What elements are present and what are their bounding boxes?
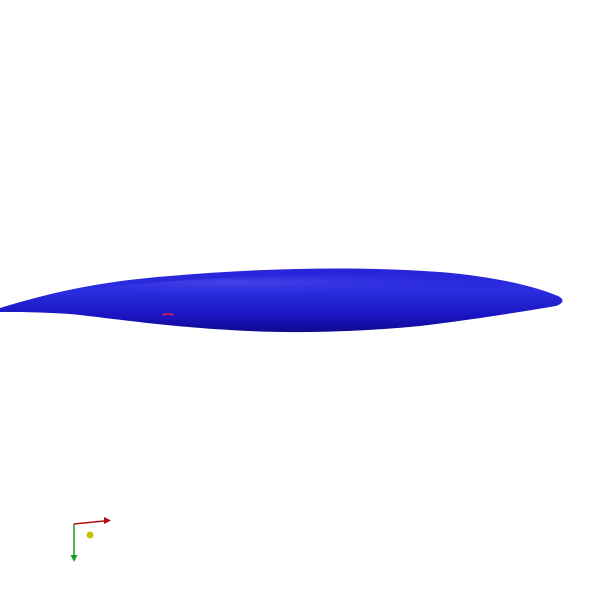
y-axis-arrowhead <box>70 555 78 562</box>
object-specular-highlight <box>90 275 500 296</box>
z-axis-marker <box>86 531 94 539</box>
x-axis-arrowhead <box>104 517 111 524</box>
orientation-axes-triad <box>70 517 111 562</box>
surface-mark <box>161 313 175 316</box>
x-axis-line <box>73 520 105 525</box>
